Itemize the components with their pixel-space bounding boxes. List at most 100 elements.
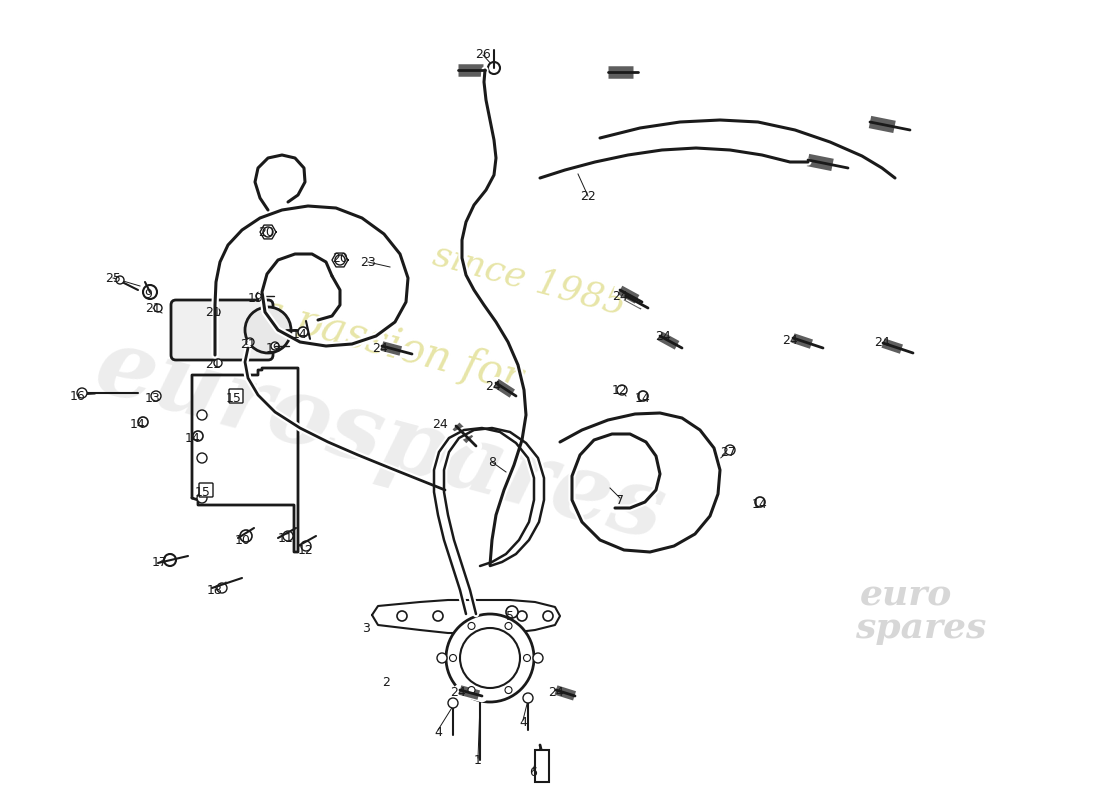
Circle shape — [437, 653, 447, 663]
Text: spares: spares — [855, 611, 987, 645]
Circle shape — [468, 686, 475, 694]
Text: 23: 23 — [360, 255, 376, 269]
Circle shape — [143, 285, 157, 299]
Circle shape — [283, 531, 293, 541]
Bar — [535, 750, 549, 782]
Circle shape — [154, 304, 162, 312]
Text: 7: 7 — [616, 494, 624, 506]
Circle shape — [638, 391, 648, 401]
Text: 14: 14 — [752, 498, 768, 511]
Text: 19: 19 — [249, 291, 264, 305]
Circle shape — [116, 276, 124, 284]
Circle shape — [263, 227, 273, 237]
Text: since 1985: since 1985 — [430, 238, 630, 322]
Text: 24: 24 — [612, 290, 628, 302]
Circle shape — [446, 614, 534, 702]
Text: 24: 24 — [874, 337, 890, 350]
Circle shape — [755, 497, 764, 507]
Text: 1: 1 — [474, 754, 482, 766]
Text: 9: 9 — [144, 287, 152, 301]
Circle shape — [522, 693, 534, 703]
Text: 13: 13 — [145, 391, 161, 405]
Circle shape — [505, 686, 512, 694]
Circle shape — [197, 493, 207, 503]
Circle shape — [164, 554, 176, 566]
Text: 27: 27 — [720, 446, 736, 459]
Text: 3: 3 — [362, 622, 370, 634]
Text: 15: 15 — [195, 486, 211, 499]
Text: 14: 14 — [130, 418, 146, 431]
Circle shape — [214, 359, 222, 367]
Circle shape — [450, 654, 456, 662]
Text: 24: 24 — [782, 334, 797, 346]
Circle shape — [448, 698, 458, 708]
Text: 14: 14 — [635, 393, 651, 406]
Circle shape — [138, 417, 148, 427]
Circle shape — [245, 307, 292, 353]
Circle shape — [246, 338, 254, 346]
Text: 11: 11 — [278, 531, 294, 545]
Circle shape — [77, 388, 87, 398]
Circle shape — [397, 611, 407, 621]
Circle shape — [217, 583, 227, 593]
Circle shape — [534, 653, 543, 663]
Text: a passion for: a passion for — [254, 290, 526, 400]
Text: 24: 24 — [548, 686, 564, 699]
Text: 21: 21 — [205, 306, 221, 319]
Circle shape — [256, 292, 264, 300]
Text: 21: 21 — [205, 358, 221, 371]
Text: 4: 4 — [434, 726, 442, 739]
Circle shape — [506, 606, 518, 618]
Text: 5: 5 — [506, 610, 514, 622]
Text: 19: 19 — [266, 342, 282, 354]
Circle shape — [298, 327, 308, 337]
Circle shape — [468, 622, 475, 630]
Text: 14: 14 — [293, 327, 308, 341]
Circle shape — [271, 342, 279, 350]
Circle shape — [336, 255, 345, 265]
Circle shape — [517, 611, 527, 621]
Text: 10: 10 — [235, 534, 251, 546]
Circle shape — [543, 611, 553, 621]
Text: 16: 16 — [70, 390, 86, 402]
Circle shape — [197, 410, 207, 420]
Circle shape — [524, 654, 530, 662]
Circle shape — [617, 385, 627, 395]
Text: 2: 2 — [382, 675, 389, 689]
Text: 21: 21 — [240, 338, 256, 350]
Circle shape — [505, 622, 512, 630]
Text: 24: 24 — [450, 686, 466, 699]
Text: 12: 12 — [612, 383, 628, 397]
Circle shape — [488, 62, 501, 74]
Text: 12: 12 — [298, 543, 314, 557]
Text: 24: 24 — [432, 418, 448, 431]
Text: 21: 21 — [145, 302, 161, 314]
Circle shape — [433, 611, 443, 621]
Circle shape — [212, 308, 220, 316]
FancyBboxPatch shape — [199, 483, 213, 497]
Text: 25: 25 — [106, 271, 121, 285]
Text: euro: euro — [860, 578, 953, 612]
Circle shape — [301, 541, 311, 551]
Text: eurospares: eurospares — [86, 321, 674, 559]
FancyBboxPatch shape — [170, 300, 273, 360]
Text: 8: 8 — [488, 457, 496, 470]
Circle shape — [725, 445, 735, 455]
Text: 24: 24 — [485, 381, 501, 394]
Text: 24: 24 — [656, 330, 671, 343]
Text: 18: 18 — [207, 585, 223, 598]
Text: 6: 6 — [529, 766, 537, 778]
Circle shape — [192, 431, 204, 441]
Text: 17: 17 — [152, 557, 168, 570]
Circle shape — [240, 530, 252, 542]
Text: 20: 20 — [258, 226, 274, 238]
Text: 20: 20 — [332, 251, 348, 265]
Text: 4: 4 — [519, 715, 527, 729]
Text: 15: 15 — [227, 393, 242, 406]
FancyBboxPatch shape — [229, 389, 243, 403]
Circle shape — [197, 453, 207, 463]
Text: 26: 26 — [475, 49, 491, 62]
Circle shape — [151, 391, 161, 401]
Text: 22: 22 — [580, 190, 596, 202]
Text: 24: 24 — [372, 342, 388, 354]
